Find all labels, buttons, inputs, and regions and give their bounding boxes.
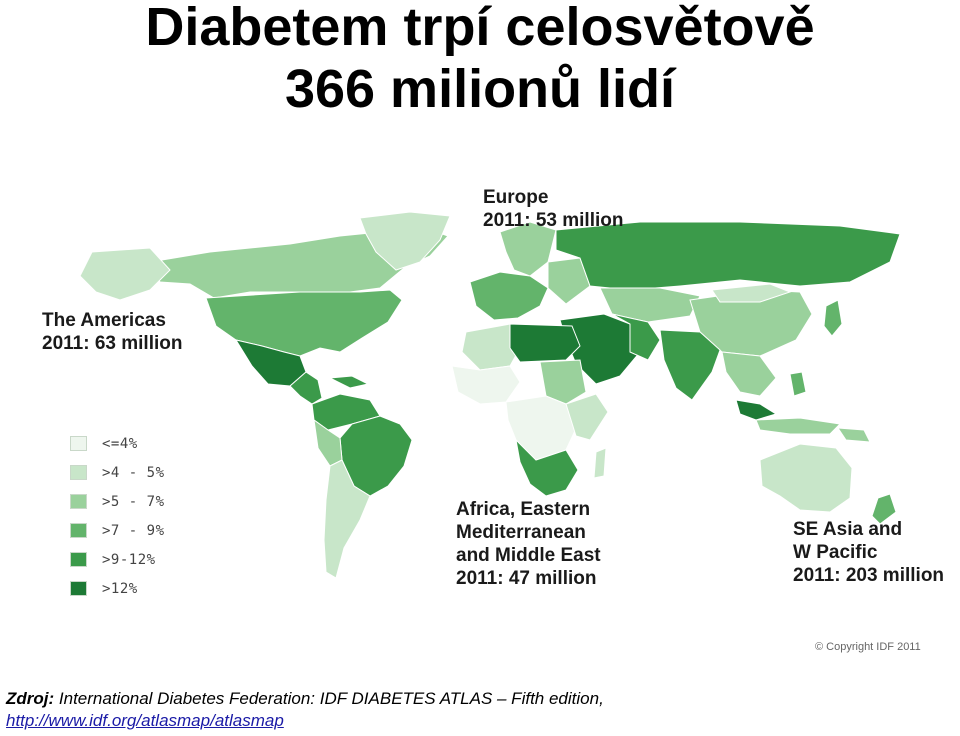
legend-label: >12% — [102, 580, 138, 597]
source-citation: Zdroj: International Diabetes Federation… — [6, 688, 604, 732]
legend-swatch — [70, 494, 87, 509]
legend-swatch — [70, 436, 87, 451]
legend-swatch — [70, 465, 87, 480]
region-name: Europe — [483, 187, 549, 208]
map-west-africa — [451, 365, 521, 405]
region-value: 2011: 53 million — [483, 210, 624, 231]
map-papua — [837, 427, 871, 443]
source-link[interactable]: http://www.idf.org/atlasmap/atlasmap — [6, 711, 284, 730]
region-value: 2011: 203 million — [793, 565, 945, 586]
legend-item: <=4% — [70, 429, 165, 458]
map-caribbean — [328, 375, 370, 389]
map-alaska — [79, 247, 171, 301]
map-central-asia — [599, 287, 701, 323]
world-map — [79, 211, 901, 579]
legend-swatch — [70, 552, 87, 567]
source-prefix: Zdroj: — [6, 689, 55, 708]
legend-swatch — [70, 581, 87, 596]
region-name-line: W Pacific — [793, 542, 878, 563]
map-iran — [611, 313, 661, 361]
map-libya-egypt — [509, 323, 581, 363]
region-name-line: SE Asia and — [793, 519, 903, 540]
legend-label: >7 - 9% — [102, 522, 165, 539]
map-india — [659, 329, 721, 401]
legend-item: >9-12% — [70, 545, 165, 574]
legend-label: >9-12% — [102, 551, 156, 568]
region-value: 2011: 63 million — [42, 333, 183, 354]
map-sudan — [539, 359, 587, 405]
copyright-text: © Copyright IDF 2011 — [815, 641, 921, 653]
map-central-america — [289, 371, 323, 405]
legend-swatch — [70, 523, 87, 538]
region-name-line: Africa, Eastern — [456, 499, 591, 520]
legend-item: >4 - 5% — [70, 458, 165, 487]
legend-label: >5 - 7% — [102, 493, 165, 510]
region-label-europe: Europe 2011: 53 million — [483, 186, 623, 232]
legend-label: <=4% — [102, 435, 138, 452]
legend-label: >4 - 5% — [102, 464, 165, 481]
region-name-line: Mediterranean — [456, 522, 586, 543]
map-eastern-europe — [547, 257, 591, 305]
map-australia — [759, 443, 853, 513]
region-label-africa: Africa, Eastern Mediterranean and Middle… — [456, 498, 601, 590]
map-philippines — [789, 371, 807, 397]
map-south-america-south — [323, 459, 371, 579]
page-title-line1: Diabetem trpí celosvětově — [145, 0, 815, 57]
region-value: 2011: 47 million — [456, 568, 597, 589]
region-name: The Americas — [42, 310, 166, 331]
legend-item: >7 - 9% — [70, 516, 165, 545]
map-mongolia — [711, 283, 792, 303]
map-indonesia — [755, 417, 842, 435]
map-new-zealand — [871, 493, 897, 525]
map-madagascar — [593, 447, 607, 479]
map-western-europe — [469, 271, 549, 321]
map-japan — [823, 299, 843, 337]
source-text: International Diabetes Federation: IDF D… — [58, 689, 604, 708]
map-usa — [205, 289, 403, 357]
map-east-africa — [565, 393, 609, 441]
map-southern-africa — [515, 438, 579, 497]
page-title-line2: 366 milionů lidí — [284, 59, 676, 119]
map-scandinavia — [499, 221, 557, 277]
map-legend: <=4% >4 - 5% >5 - 7% >7 - 9% >9-12% >12% — [70, 429, 165, 603]
map-russia — [555, 221, 901, 291]
map-se-asia — [721, 351, 777, 397]
region-name-line: and Middle East — [456, 545, 601, 566]
region-label-americas: The Americas 2011: 63 million — [42, 309, 182, 355]
legend-item: >5 - 7% — [70, 487, 165, 516]
map-greenland — [359, 211, 451, 271]
map-malaysia — [735, 399, 778, 421]
legend-item: >12% — [70, 574, 165, 603]
region-label-seasia: SE Asia and W Pacific 2011: 203 million — [793, 518, 944, 587]
